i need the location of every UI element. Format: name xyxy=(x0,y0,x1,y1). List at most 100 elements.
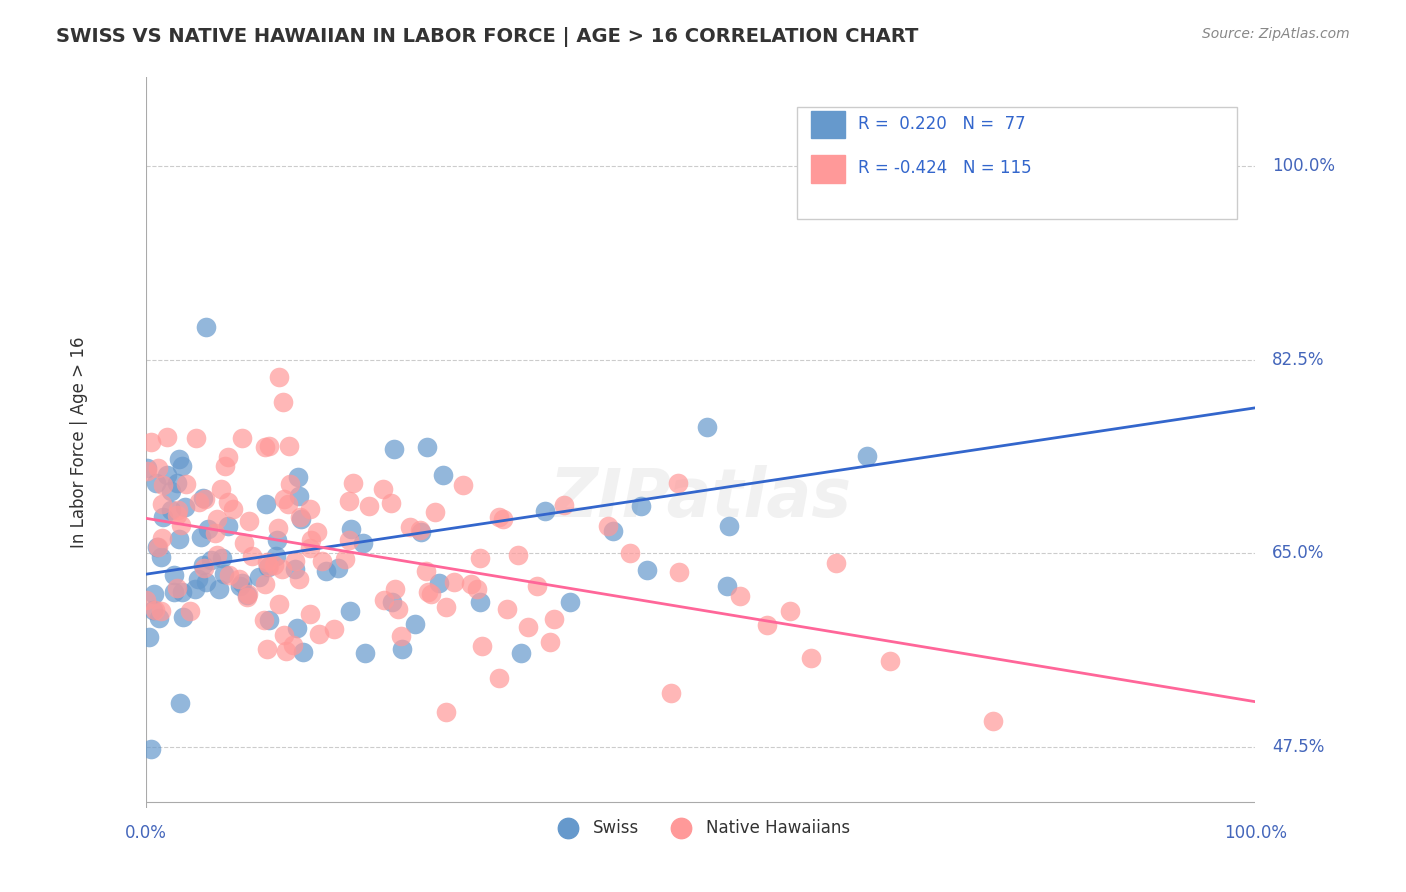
Point xyxy=(800,651,823,665)
Point xyxy=(451,477,474,491)
Point xyxy=(229,579,252,593)
Point xyxy=(856,450,879,464)
Point xyxy=(696,420,718,434)
Point xyxy=(274,644,297,658)
Point xyxy=(516,620,538,634)
Text: R =  0.220   N =  77: R = 0.220 N = 77 xyxy=(858,115,1026,133)
Point xyxy=(163,568,186,582)
Point xyxy=(135,592,157,607)
Point xyxy=(307,525,329,540)
Point xyxy=(496,602,519,616)
Point xyxy=(232,536,254,550)
Point xyxy=(1156,164,1178,178)
Text: 82.5%: 82.5% xyxy=(1272,351,1324,368)
Text: 65.0%: 65.0% xyxy=(1272,544,1324,562)
Point xyxy=(298,541,321,556)
Point xyxy=(217,495,239,509)
Point xyxy=(404,617,426,632)
Point xyxy=(256,641,278,656)
Point xyxy=(427,575,450,590)
Point xyxy=(146,461,169,475)
Point xyxy=(283,638,305,652)
Point xyxy=(231,431,253,445)
Point xyxy=(156,430,179,444)
Point xyxy=(264,549,287,563)
Point xyxy=(460,576,482,591)
Point xyxy=(384,582,406,597)
Point xyxy=(284,554,307,568)
Point xyxy=(668,565,690,579)
Point xyxy=(323,622,346,636)
Point xyxy=(299,607,322,621)
Point xyxy=(217,450,239,465)
Point xyxy=(271,395,294,409)
Point xyxy=(981,714,1004,728)
Point xyxy=(443,575,465,590)
Point xyxy=(419,587,441,601)
Point xyxy=(382,442,405,456)
Point xyxy=(717,519,740,533)
Text: 100.0%: 100.0% xyxy=(1272,157,1336,175)
Point xyxy=(755,618,778,632)
Point xyxy=(191,558,214,572)
Point xyxy=(148,611,170,625)
Point xyxy=(170,517,193,532)
Point xyxy=(211,551,233,566)
Point xyxy=(207,511,229,525)
Point xyxy=(465,582,488,597)
Point xyxy=(333,552,356,566)
Point xyxy=(221,501,243,516)
Point xyxy=(432,468,454,483)
Point xyxy=(167,503,190,517)
Point xyxy=(661,686,683,700)
Legend: Swiss, Native Hawaiians: Swiss, Native Hawaiians xyxy=(544,812,856,843)
Point xyxy=(269,369,291,384)
Point xyxy=(538,635,561,649)
Point xyxy=(141,742,163,756)
Point xyxy=(187,495,209,509)
Point xyxy=(284,561,307,575)
Point xyxy=(207,548,229,562)
Point xyxy=(190,531,212,545)
Point xyxy=(373,482,395,496)
Point xyxy=(311,554,333,568)
Point xyxy=(254,498,277,512)
Point xyxy=(509,646,531,660)
Point xyxy=(534,504,557,518)
Point xyxy=(399,520,422,534)
Point xyxy=(266,533,288,548)
Point xyxy=(238,515,260,529)
Point xyxy=(256,560,278,574)
Point xyxy=(217,519,239,533)
Point xyxy=(179,604,201,618)
Point xyxy=(169,696,191,710)
Point xyxy=(204,525,226,540)
Point xyxy=(174,476,197,491)
Point xyxy=(728,590,751,604)
Point xyxy=(299,533,322,548)
Point xyxy=(141,435,163,450)
Point xyxy=(149,604,172,618)
Point xyxy=(138,630,160,644)
Point xyxy=(409,523,432,537)
Point xyxy=(143,603,166,617)
Text: R = -0.424   N = 115: R = -0.424 N = 115 xyxy=(858,159,1032,178)
Point xyxy=(342,476,364,491)
Point xyxy=(263,558,285,572)
Point xyxy=(150,531,173,545)
Point xyxy=(553,499,575,513)
Point xyxy=(218,567,240,582)
Point xyxy=(253,613,276,627)
Point xyxy=(337,493,360,508)
Point xyxy=(558,594,581,608)
Point xyxy=(602,524,624,538)
Point xyxy=(197,522,219,536)
Point xyxy=(598,519,620,533)
Point xyxy=(172,610,194,624)
Point xyxy=(471,639,494,653)
Point xyxy=(160,503,183,517)
Point xyxy=(236,588,259,602)
Point xyxy=(298,502,321,516)
Point xyxy=(666,476,689,491)
Point xyxy=(619,546,641,560)
